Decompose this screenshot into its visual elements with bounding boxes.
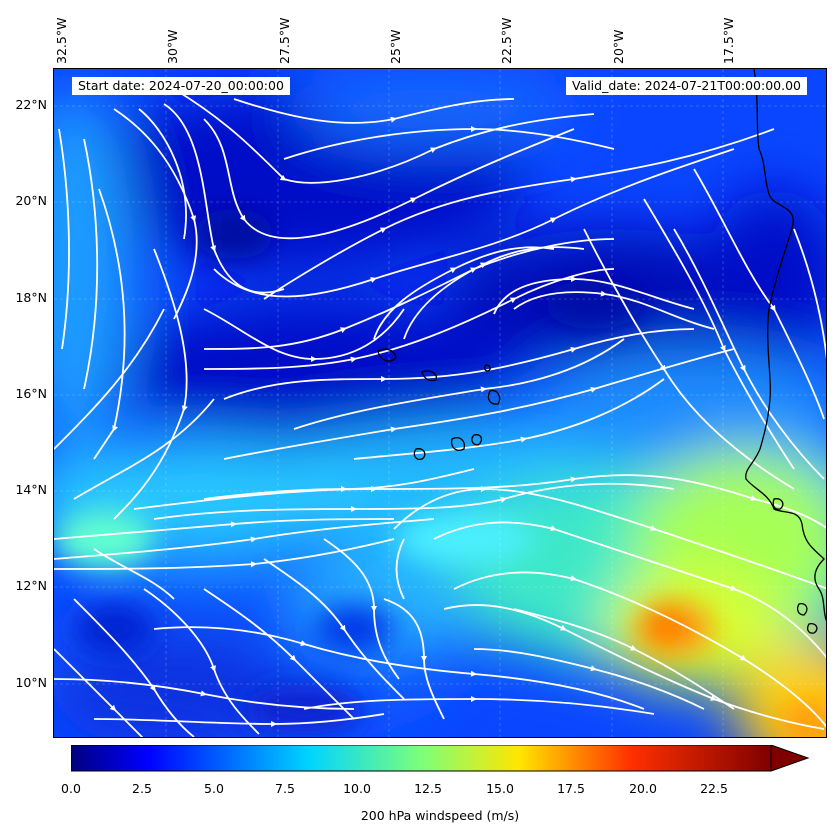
streamline: [203, 238, 615, 350]
windspeed-field: [54, 69, 826, 737]
streamline: [263, 128, 775, 300]
streamlines: [54, 88, 826, 737]
lat-label-22n: 22°N: [15, 97, 47, 112]
streamline: [93, 188, 126, 460]
streamline: [283, 125, 615, 160]
colorbar-tick: 15.0: [486, 781, 514, 796]
streamline: [173, 88, 595, 184]
streamline: [453, 571, 826, 728]
island: [487, 390, 501, 405]
streamline: [693, 168, 825, 420]
streamline: [443, 604, 825, 730]
streamline: [143, 588, 260, 735]
lon-label-22-5w: 22.5°W: [499, 17, 514, 64]
colorbar-tick: 10.0: [343, 781, 371, 796]
lon-label-27-5w: 27.5°W: [277, 17, 292, 64]
streamline: [673, 228, 825, 480]
streamline: [395, 538, 405, 600]
streamline: [163, 103, 285, 294]
lat-label-20n: 20°N: [15, 193, 47, 208]
island: [484, 364, 491, 372]
colorbar-tick: 17.5: [557, 781, 585, 796]
island: [413, 448, 426, 461]
streamline: [353, 378, 665, 460]
streamline: [213, 148, 735, 298]
lon-label-20w: 20°W: [611, 29, 626, 64]
lat-label-16n: 16°N: [15, 386, 47, 401]
streamline: [513, 290, 715, 330]
streamline: [153, 626, 645, 710]
streamline: [643, 198, 795, 470]
windspeed-map: [53, 68, 827, 738]
streamline: [403, 246, 585, 340]
africa-coastline: [745, 69, 826, 622]
streamline: [54, 648, 144, 737]
streamline: [263, 558, 405, 700]
lat-label-18n: 18°N: [15, 290, 47, 305]
lon-label-32-5w: 32.5°W: [54, 17, 69, 64]
lon-label-17-5w: 17.5°W: [721, 17, 736, 64]
streamline: [203, 118, 575, 240]
colorbar-tick: 20.0: [629, 781, 657, 796]
streamline: [513, 608, 735, 710]
colorbar-gradient: [71, 745, 772, 772]
colorbar-extend-arrow: [770, 745, 810, 772]
colorbar-tick: 2.5: [132, 781, 152, 796]
colorbar-tick: 0.0: [61, 781, 81, 796]
streamline: [303, 695, 655, 715]
streamline: [153, 482, 675, 520]
streamline: [93, 548, 175, 600]
streamline: [203, 468, 475, 500]
streamline: [54, 518, 395, 540]
streamline: [473, 648, 705, 710]
lat-label-14n: 14°N: [15, 482, 47, 497]
colorbar: [71, 745, 810, 772]
streamline: [233, 98, 515, 124]
streamline: [223, 348, 735, 460]
island: [377, 348, 397, 362]
island: [807, 623, 818, 634]
streamline: [373, 246, 555, 340]
island: [421, 370, 437, 382]
streamline: [73, 398, 215, 500]
colorbar-tick: 5.0: [204, 781, 224, 796]
island: [450, 437, 466, 451]
colorbar-tick: 7.5: [275, 781, 295, 796]
start-date-label: Start date: 2024-07-20_00:00:00: [72, 77, 290, 95]
streamline: [93, 713, 385, 728]
streamline: [203, 588, 355, 720]
streamline: [113, 108, 198, 320]
valid-date-label: Valid_date: 2024-07-21T00:00:00.00: [565, 77, 807, 95]
lat-label-10n: 10°N: [15, 675, 47, 690]
colorbar-tick: 22.5: [700, 781, 728, 796]
lat-label-12n: 12°N: [15, 578, 47, 593]
streamline: [223, 328, 695, 400]
streamline: [393, 485, 826, 590]
streamline: [83, 138, 99, 390]
streamline: [433, 521, 826, 658]
lon-label-25w: 25°W: [388, 29, 403, 64]
colorbar-label: 200 hPa windspeed (m/s): [360, 808, 520, 823]
streamline: [793, 228, 826, 360]
lon-label-30w: 30°W: [165, 29, 180, 64]
streamline: [54, 308, 165, 450]
streamline: [133, 474, 826, 529]
streamline: [293, 338, 625, 430]
colorbar-tick: 12.5: [414, 781, 442, 796]
streamline: [113, 248, 188, 520]
island: [772, 498, 784, 510]
streamline: [138, 108, 187, 240]
island: [471, 434, 483, 446]
streamline: [54, 538, 395, 570]
streamline: [493, 275, 695, 315]
coastline: [377, 69, 826, 634]
streamline: [54, 518, 435, 560]
island: [797, 603, 808, 616]
streamline: [58, 128, 70, 350]
